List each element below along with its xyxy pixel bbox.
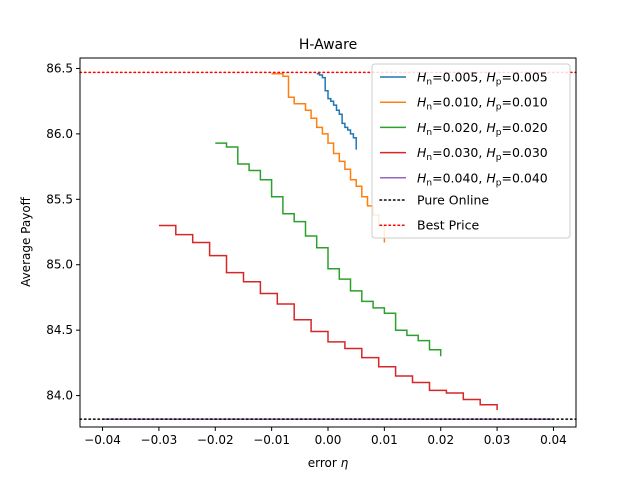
x-tick-label: 0.02 [427,433,454,447]
y-tick-label: 84.0 [46,389,73,403]
series-line-1 [271,72,386,243]
legend-box [371,63,571,239]
x-tick-label: −0.02 [197,433,234,447]
x-tick-label: 0.04 [540,433,567,447]
x-axis: −0.04 −0.03 −0.02 −0.01 0.00 0.01 0.02 0.03 0.04 [84,427,567,447]
x-axis-label: error η [308,456,349,470]
legend: Hn=0.005, Hp=0.005 Hn=0.010, Hp=0.010 Hn=0… [371,63,571,239]
legend-label-4: Hn=0.040, Hp=0.040 [417,170,548,188]
x-axis-label-symbol: η [341,456,349,470]
x-tick-label: −0.01 [253,433,290,447]
y-tick-label: 86.5 [46,61,73,75]
legend-label-ref-1: Best Price [417,218,479,233]
x-tick-label: −0.03 [141,433,178,447]
x-tick-label: −0.04 [84,433,121,447]
series-line-0 [316,72,357,150]
y-axis-label: Average Payoff [19,196,33,287]
legend-label-2: Hn=0.020, Hp=0.020 [417,120,548,138]
x-tick-label: 0.03 [484,433,511,447]
x-tick-label: 0.01 [371,433,398,447]
y-tick-label: 84.5 [46,323,73,337]
y-tick-label: 86.0 [46,127,73,141]
y-axis: 84.0 84.5 85.0 85.5 86.0 86.5 [46,61,80,403]
x-tick-label: 0.00 [315,433,342,447]
series-line-2 [215,142,442,357]
chart-title: H-Aware [299,37,357,53]
legend-label-0: Hn=0.005, Hp=0.005 [417,70,548,88]
legend-items: Hn=0.005, Hp=0.005 Hn=0.010, Hp=0.010 Hn=0… [379,70,548,233]
y-tick-label: 85.0 [46,258,73,272]
series-line-3 [158,224,498,410]
legend-label-ref-0: Pure Online [417,193,489,208]
legend-label-1: Hn=0.010, Hp=0.010 [417,95,548,113]
legend-label-3: Hn=0.030, Hp=0.030 [417,145,548,163]
plot-area [79,71,577,420]
y-tick-label: 85.5 [46,192,73,206]
